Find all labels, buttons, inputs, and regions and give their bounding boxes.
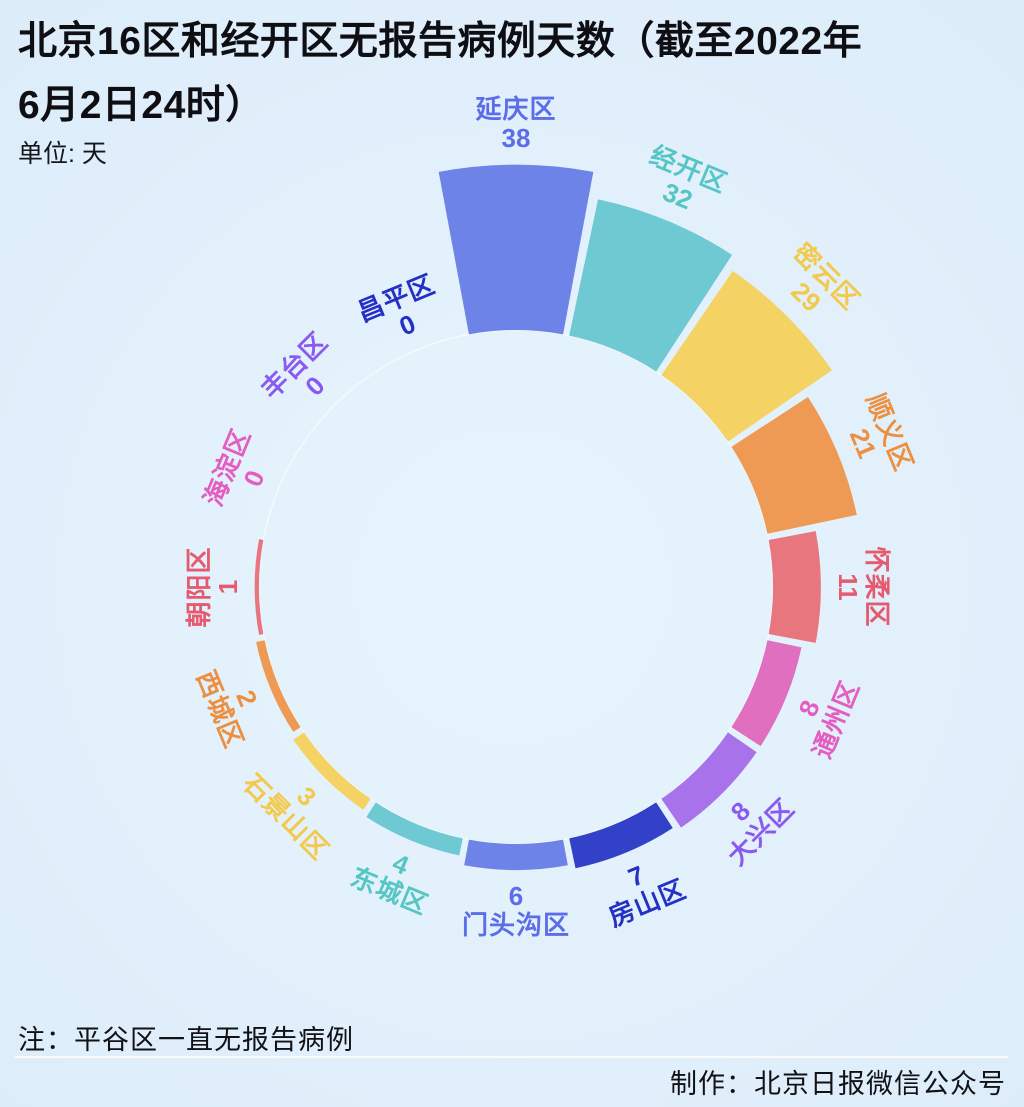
- chart-sector-4: [768, 531, 821, 643]
- credit-label: 制作：北京日报微信公众号: [670, 1069, 1006, 1099]
- sector-label-0: 延庆区 38: [475, 93, 557, 153]
- chart-sector-8: [464, 839, 568, 871]
- district-value: 11: [832, 573, 863, 601]
- unit-label: 单位: 天: [18, 140, 107, 168]
- chart-sector-0: [438, 164, 594, 335]
- district-value: 1: [212, 579, 243, 595]
- chart-sector-2: [661, 271, 832, 442]
- chart-title-line1: 北京16区和经开区无报告病例天数（截至2022年: [18, 20, 863, 63]
- district-value: 38: [501, 122, 531, 153]
- chart-sector-9: [366, 802, 463, 856]
- divider-line: [15, 1056, 1008, 1058]
- chart-sector-10: [293, 732, 371, 810]
- district-name: 朝阳区: [183, 546, 214, 628]
- chart-sector-5: [731, 640, 802, 747]
- district-name: 门头沟区: [461, 910, 571, 941]
- radial-bar-chart: 延庆区 38 经开区 32 密云区 29 顺义区 21 怀柔区 11 8 通州区 8 大兴区 7 房山区 6 门头…: [183, 93, 919, 940]
- chart-canvas: [254, 164, 857, 871]
- sector-label-4: 怀柔区 11: [832, 546, 892, 628]
- base-circle: [258, 329, 774, 845]
- district-name: 延庆区: [475, 93, 557, 124]
- sector-label-8: 6 门头沟区: [462, 882, 570, 940]
- chart-sector-6: [661, 732, 757, 828]
- chart-sector-1: [569, 199, 733, 372]
- chart-sector-7: [569, 802, 673, 869]
- chart-title-line2: 6月2日24时）: [18, 84, 265, 127]
- footnote: 注：平谷区一直无报告病例: [18, 1025, 354, 1055]
- chart-sector-11: [256, 640, 301, 732]
- district-name: 怀柔区: [861, 546, 892, 628]
- chart-sector-3: [731, 397, 857, 534]
- chart-title: 北京16区和经开区无报告病例天数（截至2022年 6月2日24时）: [18, 10, 978, 138]
- chart-sector-12: [254, 539, 264, 635]
- sector-label-12: 朝阳区 1: [183, 546, 243, 628]
- district-value: 6: [508, 881, 524, 912]
